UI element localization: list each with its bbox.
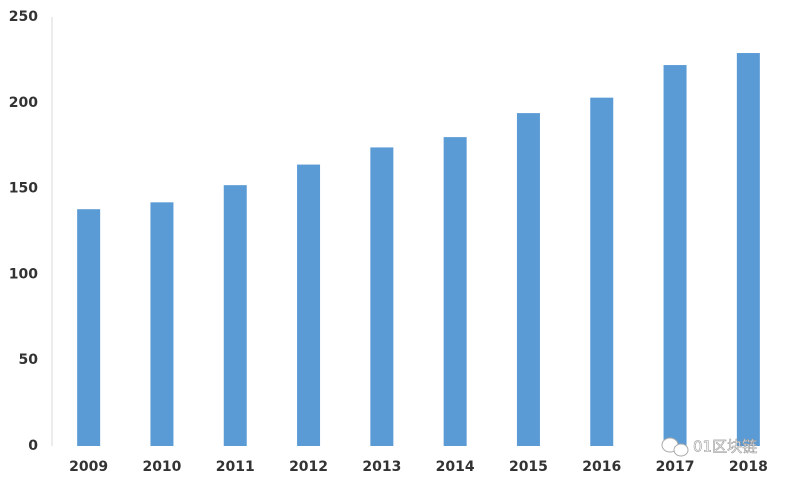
bar xyxy=(223,185,247,446)
x-tick-label: 2013 xyxy=(362,459,401,475)
bar xyxy=(77,209,101,446)
y-tick-label: 50 xyxy=(19,352,39,368)
y-tick-label: 100 xyxy=(9,266,38,282)
x-tick-label: 2012 xyxy=(289,459,328,475)
x-tick-label: 2018 xyxy=(729,459,768,475)
y-tick-label: 200 xyxy=(9,95,38,111)
x-tick-label: 2016 xyxy=(582,459,621,475)
watermark: 01区块链 xyxy=(693,438,757,456)
x-tick-label: 2010 xyxy=(142,459,181,475)
x-tick-label: 2009 xyxy=(69,459,108,475)
x-tick-label: 2011 xyxy=(216,459,255,475)
y-tick-label: 150 xyxy=(9,181,38,197)
y-tick-label: 250 xyxy=(9,9,38,25)
bar xyxy=(736,53,760,446)
bar xyxy=(516,113,540,446)
bar xyxy=(443,137,467,446)
x-tick-label: 2015 xyxy=(509,459,548,475)
x-tick-label: 2017 xyxy=(656,459,695,475)
bar xyxy=(370,147,394,446)
bar xyxy=(663,65,687,446)
watermark-icon xyxy=(661,437,689,457)
y-tick-label: 0 xyxy=(28,438,38,454)
x-tick-label: 2014 xyxy=(436,459,475,475)
bar xyxy=(150,202,174,446)
bar xyxy=(590,97,614,446)
bar xyxy=(297,164,321,447)
